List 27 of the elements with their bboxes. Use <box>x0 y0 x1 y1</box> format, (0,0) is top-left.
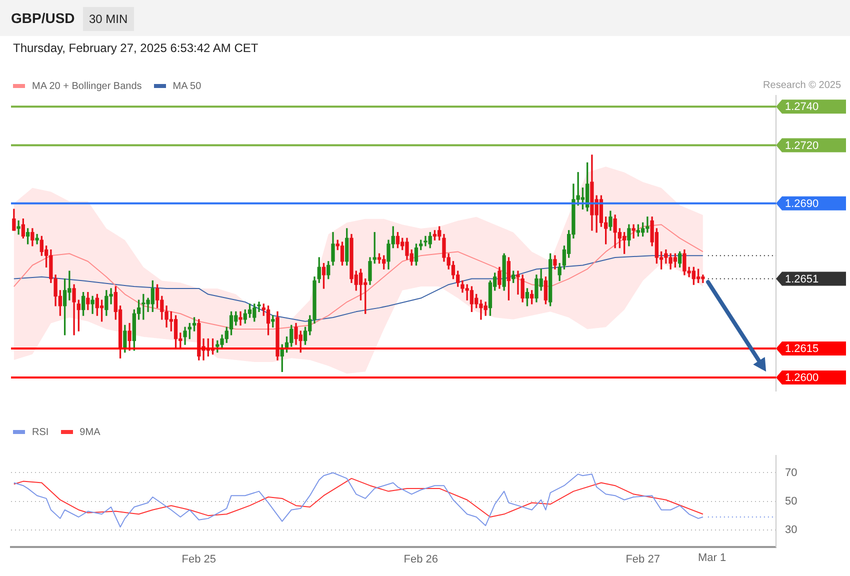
chart-title: GBP/USD <box>11 10 75 26</box>
ref-line-label: 1.2615 <box>785 342 819 355</box>
legend-label: MA 50 <box>172 81 202 92</box>
y-tick-label: 70 <box>785 466 798 479</box>
text: 30 MIN <box>83 7 134 31</box>
legend-label: 9MA <box>80 427 100 438</box>
text: Research © 2025 <box>763 80 841 91</box>
x-tick-label: Feb 25 <box>182 554 216 566</box>
legend-label: RSI <box>32 427 49 438</box>
x-tick-label: Feb 27 <box>626 554 660 566</box>
ref-line-label: 1.2720 <box>785 140 819 152</box>
candlestick <box>632 224 636 238</box>
candlestick <box>35 234 39 244</box>
y-tick-label: 30 <box>785 524 798 536</box>
legend-label: MA 20 + Bollinger Bands <box>32 81 142 92</box>
candlestick <box>238 311 242 326</box>
candlestick <box>516 270 520 295</box>
chart-subtitle: Thursday, February 27, 2025 6:53:42 AM CET <box>13 41 258 55</box>
text: Mar 1 <box>698 552 726 564</box>
y-tick-label: 50 <box>785 495 798 508</box>
ref-line-label: 1.2690 <box>785 198 819 210</box>
ref-line-label: 1.2651 <box>785 273 819 286</box>
ref-line-label: 1.2740 <box>785 101 819 114</box>
candlestick <box>16 220 20 235</box>
ref-line-label: 1.2600 <box>785 372 819 384</box>
x-tick-label: Feb 26 <box>404 554 438 566</box>
candlestick <box>257 302 261 312</box>
